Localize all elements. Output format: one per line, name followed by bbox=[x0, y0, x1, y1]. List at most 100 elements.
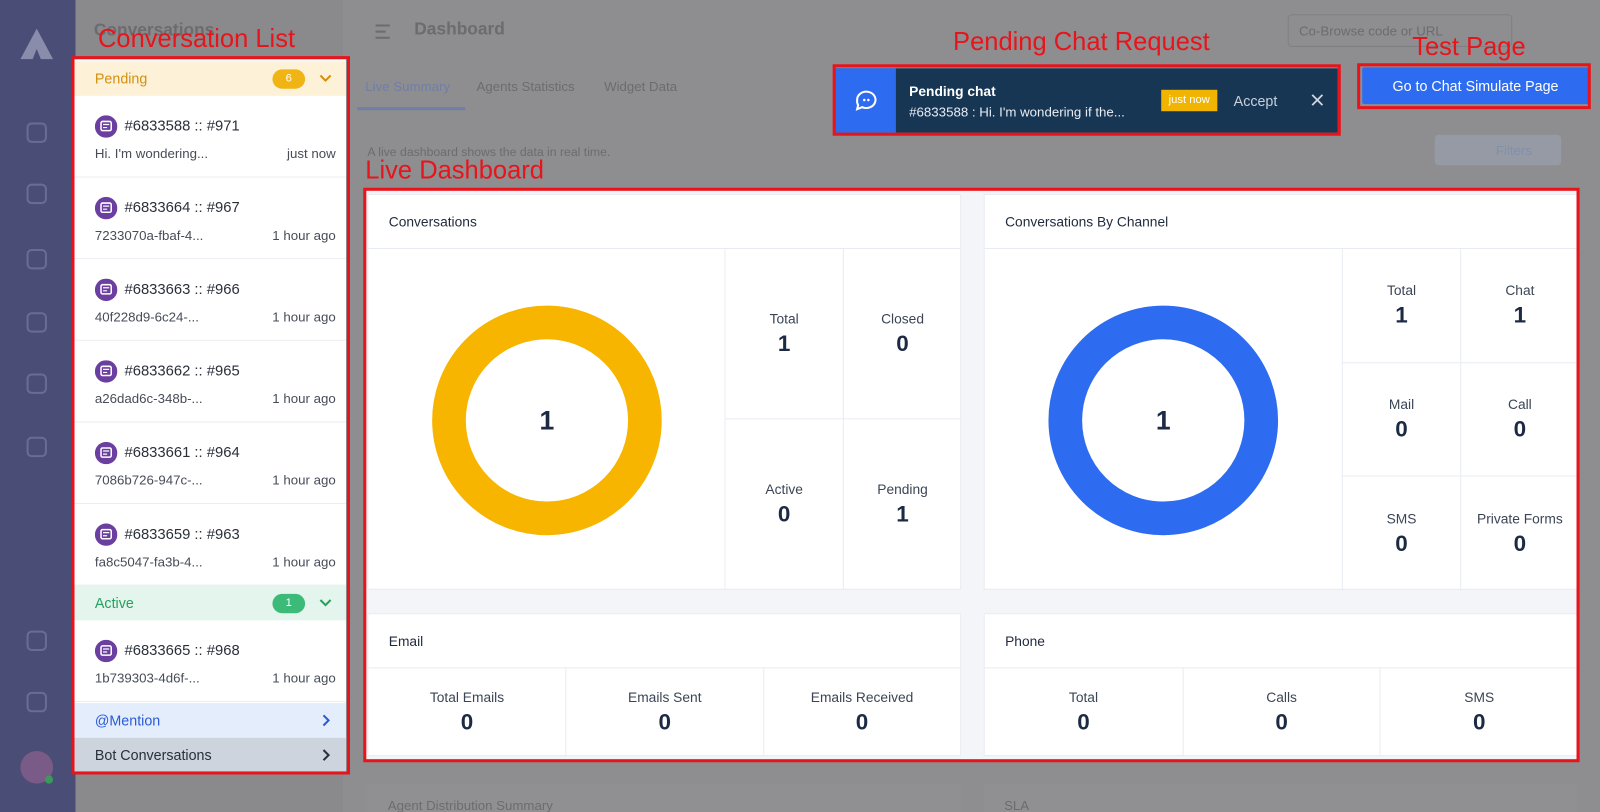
section-header[interactable]: Pending 6 bbox=[74, 61, 346, 96]
conversation-item[interactable]: #6833659 :: #963 fa8c5047-fa3b-4... 1 hour… bbox=[74, 504, 346, 586]
nav-icon bbox=[26, 183, 47, 205]
nav-icon bbox=[26, 630, 47, 652]
stat-cell: Total 1 bbox=[724, 248, 843, 420]
conversation-time: 1 hour ago bbox=[272, 309, 336, 325]
stat-value: 1 bbox=[777, 330, 791, 356]
conversation-item[interactable]: #6833663 :: #966 40f228d9-6c24-... 1 hour … bbox=[74, 259, 346, 341]
chevron bbox=[319, 74, 332, 83]
description: A live dashboard shows the data in real … bbox=[367, 144, 611, 160]
donut-center-value: 1 bbox=[539, 404, 555, 436]
stat-label: Active bbox=[765, 481, 803, 497]
section-label: Active bbox=[94, 594, 134, 612]
tab-underline bbox=[357, 107, 466, 111]
conversation-time: 1 hour ago bbox=[272, 227, 336, 243]
annotation-box bbox=[832, 64, 1341, 136]
section-header[interactable]: Active 1 bbox=[74, 585, 346, 621]
section-count: 6 bbox=[272, 69, 306, 89]
chat-icon bbox=[94, 639, 118, 663]
chevron bbox=[319, 599, 332, 607]
stat-cell: Chat 1 bbox=[1460, 248, 1579, 363]
conversation-item[interactable]: #6833588 :: #971 Hi. I'm wondering... just… bbox=[74, 95, 346, 178]
stat-value: 0 bbox=[1513, 530, 1527, 556]
stat-cell: SMS 0 bbox=[1379, 668, 1578, 757]
bottom-card: Agent Distribution Summary bbox=[367, 783, 962, 812]
chat-icon bbox=[94, 196, 118, 220]
conversation-item[interactable]: #6833661 :: #964 7086b726-947c-... 1 hour … bbox=[74, 422, 346, 505]
stat-label: Total bbox=[1068, 689, 1099, 705]
conversation-preview: Hi. I'm wondering... bbox=[94, 145, 209, 162]
nav-icon bbox=[26, 122, 47, 143]
accept-button[interactable]: Accept bbox=[1233, 92, 1278, 110]
stat-value: 0 bbox=[658, 708, 672, 735]
stat-cell: Total 1 bbox=[1341, 248, 1461, 363]
card-divider bbox=[984, 667, 1578, 669]
stat-value: 0 bbox=[1395, 530, 1408, 556]
chat-icon bbox=[94, 278, 118, 302]
conversation-time: 1 hour ago bbox=[272, 472, 336, 488]
stat-label: Calls bbox=[1266, 689, 1297, 705]
stat-value: 0 bbox=[1395, 415, 1408, 442]
simulate-page-button[interactable]: Go to Chat Simulate Page bbox=[1362, 67, 1589, 105]
stat-value: 0 bbox=[460, 708, 474, 735]
conversation-time: 1 hour ago bbox=[272, 390, 336, 407]
stat-label: Closed bbox=[881, 310, 924, 327]
tab[interactable]: Widget Data bbox=[604, 78, 678, 94]
annotation-label: Test Page bbox=[1412, 32, 1526, 62]
conversation-time: 1 hour ago bbox=[272, 670, 336, 686]
stat-value: 0 bbox=[1077, 708, 1090, 735]
stat-label: Total bbox=[1386, 282, 1417, 298]
section-label: Pending bbox=[94, 70, 148, 87]
tab[interactable]: Agents Statistics bbox=[476, 78, 575, 94]
avatar bbox=[20, 751, 54, 784]
conversation-id: #6833663 :: #966 bbox=[124, 281, 240, 298]
tab[interactable]: Live Summary bbox=[365, 78, 451, 94]
dashboard-card: Email Total Emails 0 Emails Sent 0 Emails Rec… bbox=[367, 613, 962, 757]
stat-cell: Total 0 bbox=[985, 668, 1183, 756]
stat-cell: Closed 0 bbox=[842, 248, 962, 420]
donut-chart bbox=[432, 305, 662, 536]
header-title: Dashboard bbox=[414, 19, 505, 39]
dashboard-card: Phone Total 0 Calls 0 SMS 0 bbox=[983, 613, 1579, 757]
stat-label: Emails Received bbox=[810, 689, 914, 705]
nav-icon bbox=[26, 436, 47, 458]
conversation-item[interactable]: #6833665 :: #968 1b739303-4d6f-... 1 hour … bbox=[74, 620, 346, 703]
cobrowse-input: Co-Browse code or URL bbox=[1287, 14, 1513, 47]
stat-label: SMS bbox=[1464, 689, 1495, 705]
left-nav bbox=[0, 0, 76, 812]
notification-icon-box bbox=[835, 68, 896, 133]
filters-button[interactable]: Filters bbox=[1434, 134, 1562, 166]
bottom-card: SLA bbox=[983, 783, 1578, 812]
notification-badge: just now bbox=[1161, 89, 1218, 112]
section-count: 1 bbox=[272, 593, 306, 614]
nav-icon bbox=[26, 373, 47, 394]
stat-value: 1 bbox=[1513, 301, 1527, 328]
conversation-id: #6833664 :: #967 bbox=[124, 199, 240, 217]
conversation-preview: 7233070a-fbaf-4... bbox=[94, 227, 204, 243]
chat-icon bbox=[94, 360, 118, 383]
menu-icon bbox=[375, 24, 390, 39]
mention-label: @Mention bbox=[94, 712, 161, 729]
sidebar-title: Conversations bbox=[93, 20, 215, 40]
stat-label: Total bbox=[769, 310, 799, 327]
conversation-item[interactable]: #6833662 :: #965 a26dad6c-348b-... 1 hour … bbox=[74, 340, 346, 423]
stat-value: 0 bbox=[1275, 708, 1288, 735]
donut-chart bbox=[1048, 305, 1279, 536]
stat-label: Chat bbox=[1505, 282, 1535, 298]
stat-value: 0 bbox=[777, 501, 791, 527]
logo bbox=[20, 28, 54, 60]
conversation-time: 1 hour ago bbox=[272, 554, 336, 570]
bot-row[interactable]: Bot Conversations bbox=[74, 737, 346, 773]
chevron bbox=[322, 714, 331, 727]
card-divider bbox=[368, 667, 961, 669]
chevron bbox=[322, 749, 331, 761]
nav-icon bbox=[26, 312, 47, 333]
mention-row[interactable]: @Mention bbox=[74, 703, 346, 738]
annotation-label: Live Dashboard bbox=[365, 156, 545, 185]
nav-icon bbox=[26, 691, 47, 713]
conversation-preview: fa8c5047-fa3b-4... bbox=[94, 554, 203, 570]
stat-cell: Emails Sent 0 bbox=[565, 668, 763, 757]
chat-icon bbox=[94, 115, 118, 138]
